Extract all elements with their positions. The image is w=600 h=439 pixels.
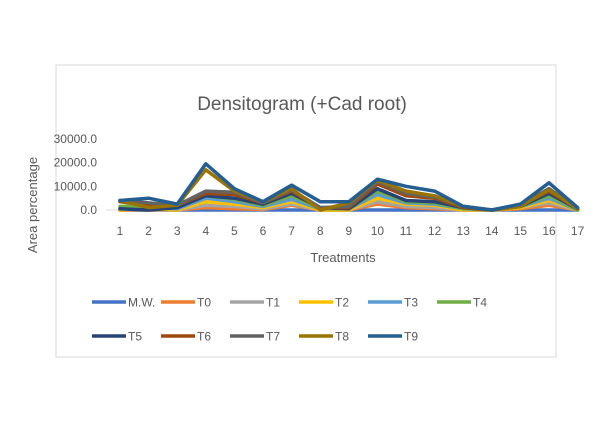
x-tick-label: 3 xyxy=(174,224,181,238)
x-tick-label: 9 xyxy=(345,224,352,238)
series-line-t9 xyxy=(118,162,580,212)
x-tick-label: 7 xyxy=(288,224,295,238)
x-tick-label: 16 xyxy=(542,224,556,238)
chart-title: Densitogram (+Cad root) xyxy=(197,94,407,115)
x-tick-label: 14 xyxy=(485,224,499,238)
legend-label-t1: T1 xyxy=(266,296,280,310)
x-tick-label: 12 xyxy=(428,224,442,238)
x-tick-label: 6 xyxy=(260,224,267,238)
legend-label-t5: T5 xyxy=(128,330,142,344)
x-tick-label: 1 xyxy=(117,224,124,238)
series-lines xyxy=(118,162,580,212)
x-tick-label: 4 xyxy=(202,224,209,238)
y-tick-label: 0.0 xyxy=(80,203,97,217)
x-tick-label: 17 xyxy=(571,224,585,238)
legend-label-t0: T0 xyxy=(197,296,211,310)
y-tick-label: 30000.0 xyxy=(54,132,98,146)
y-tick-labels: 0.0 10000.0 20000.0 30000.0 xyxy=(54,132,98,217)
x-tick-label: 5 xyxy=(231,224,238,238)
legend-label-t2: T2 xyxy=(335,296,349,310)
x-tick-label: 15 xyxy=(514,224,528,238)
legend: M.W. T0 T1 T2 T3 T4 T5 T6 T7 T8 T9 xyxy=(92,296,487,344)
x-tick-label: 10 xyxy=(371,224,385,238)
y-axis-label: Area percentage xyxy=(25,157,40,253)
legend-label-t6: T6 xyxy=(197,330,211,344)
x-tick-label: 2 xyxy=(145,224,152,238)
y-tick-label: 10000.0 xyxy=(54,179,98,193)
legend-label-t4: T4 xyxy=(473,296,487,310)
legend-label-t3: T3 xyxy=(404,296,418,310)
x-tick-label: 13 xyxy=(457,224,471,238)
x-tick-label: 8 xyxy=(317,224,324,238)
x-axis-label: Treatments xyxy=(310,250,376,265)
legend-label-t7: T7 xyxy=(266,330,280,344)
y-tick-label: 20000.0 xyxy=(54,156,98,170)
legend-label-mw: M.W. xyxy=(128,296,155,310)
x-tick-labels: 1 2 3 4 5 6 7 8 9 10 11 12 13 14 15 16 17 xyxy=(117,224,585,238)
legend-label-t9: T9 xyxy=(404,330,418,344)
legend-label-t8: T8 xyxy=(335,330,349,344)
x-tick-label: 11 xyxy=(400,224,413,238)
